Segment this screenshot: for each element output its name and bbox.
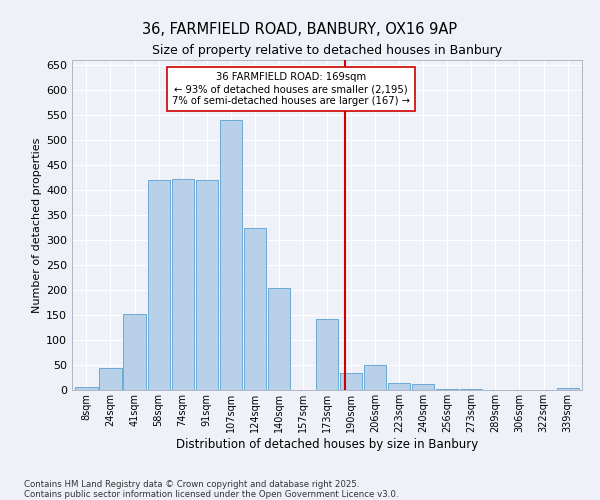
Bar — [244, 228, 266, 390]
Bar — [124, 314, 146, 390]
Bar — [460, 389, 482, 390]
Y-axis label: Number of detached properties: Number of detached properties — [32, 138, 42, 312]
Bar — [148, 180, 170, 390]
Bar — [557, 388, 578, 390]
Text: 36, FARMFIELD ROAD, BANBURY, OX16 9AP: 36, FARMFIELD ROAD, BANBURY, OX16 9AP — [142, 22, 458, 38]
Bar — [196, 180, 218, 390]
Bar — [76, 386, 98, 390]
Bar — [340, 372, 362, 390]
Bar — [436, 388, 458, 390]
Bar — [316, 319, 338, 390]
Text: Contains HM Land Registry data © Crown copyright and database right 2025.
Contai: Contains HM Land Registry data © Crown c… — [24, 480, 398, 499]
Bar — [172, 179, 194, 390]
Text: 36 FARMFIELD ROAD: 169sqm
← 93% of detached houses are smaller (2,195)
7% of sem: 36 FARMFIELD ROAD: 169sqm ← 93% of detac… — [172, 72, 410, 106]
Bar — [100, 368, 122, 390]
Bar — [220, 120, 242, 390]
X-axis label: Distribution of detached houses by size in Banbury: Distribution of detached houses by size … — [176, 438, 478, 450]
Bar — [388, 382, 410, 390]
Bar — [412, 384, 434, 390]
Bar — [364, 365, 386, 390]
Bar — [268, 288, 290, 390]
Title: Size of property relative to detached houses in Banbury: Size of property relative to detached ho… — [152, 44, 502, 58]
